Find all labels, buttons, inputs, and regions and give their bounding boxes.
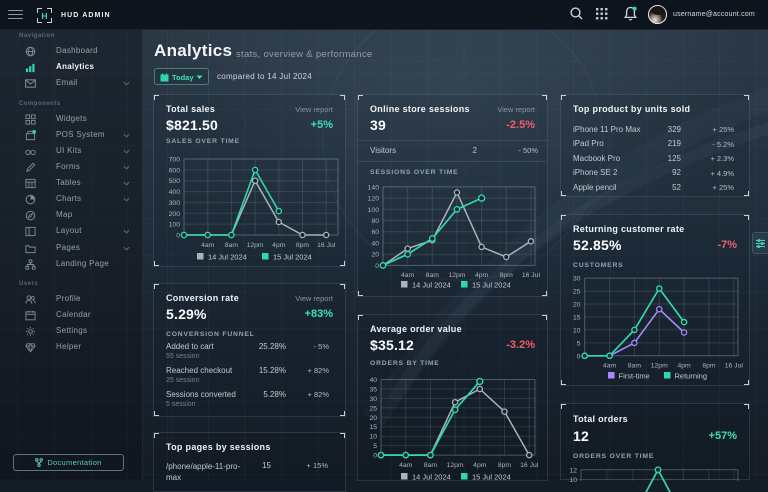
- svg-text:15 Jul 2024: 15 Jul 2024: [273, 253, 312, 262]
- svg-text:16 Jul: 16 Jul: [725, 363, 744, 370]
- svg-text:8pm: 8pm: [702, 363, 716, 370]
- svg-text:10: 10: [369, 434, 377, 441]
- svg-text:4am: 4am: [399, 462, 413, 469]
- svg-text:12pm: 12pm: [247, 242, 264, 249]
- svg-text:4pm: 4pm: [272, 242, 286, 249]
- svg-text:20: 20: [371, 252, 379, 259]
- svg-text:30: 30: [573, 276, 581, 283]
- svg-text:100: 100: [368, 207, 380, 214]
- svg-text:12pm: 12pm: [447, 462, 464, 469]
- svg-text:14 Jul 2024: 14 Jul 2024: [208, 253, 247, 262]
- svg-text:4am: 4am: [201, 242, 215, 249]
- svg-text:700: 700: [169, 157, 181, 164]
- svg-text:12pm: 12pm: [448, 272, 465, 279]
- svg-text:0: 0: [176, 233, 180, 240]
- svg-text:600: 600: [169, 167, 181, 174]
- svg-text:8am: 8am: [424, 462, 438, 469]
- svg-text:300: 300: [169, 200, 181, 207]
- svg-text:100: 100: [169, 222, 181, 229]
- svg-text:200: 200: [169, 211, 181, 218]
- svg-text:8am: 8am: [225, 242, 239, 249]
- svg-text:0: 0: [373, 453, 377, 460]
- svg-text:25: 25: [573, 289, 581, 296]
- svg-text:12pm: 12pm: [651, 363, 668, 370]
- svg-text:0: 0: [577, 353, 581, 360]
- svg-text:12: 12: [569, 467, 577, 474]
- svg-text:Returning: Returning: [675, 372, 708, 381]
- svg-text:15 Jul 2024: 15 Jul 2024: [472, 281, 511, 290]
- svg-text:4pm: 4pm: [677, 363, 691, 370]
- svg-text:15: 15: [369, 424, 377, 431]
- svg-text:30: 30: [369, 396, 377, 403]
- svg-text:16 Jul: 16 Jul: [522, 272, 541, 279]
- svg-text:400: 400: [169, 189, 181, 196]
- svg-text:8pm: 8pm: [500, 272, 514, 279]
- svg-text:8pm: 8pm: [498, 462, 512, 469]
- svg-text:80: 80: [371, 218, 379, 225]
- svg-text:15 Jul 2024: 15 Jul 2024: [472, 473, 511, 482]
- svg-text:20: 20: [369, 415, 377, 422]
- svg-text:4pm: 4pm: [473, 462, 487, 469]
- svg-text:4am: 4am: [401, 272, 415, 279]
- svg-text:120: 120: [368, 196, 380, 203]
- svg-text:16 Jul: 16 Jul: [520, 462, 539, 469]
- svg-text:500: 500: [169, 178, 181, 185]
- svg-text:5: 5: [373, 443, 377, 450]
- svg-text:5: 5: [577, 340, 581, 347]
- svg-text:140: 140: [368, 184, 380, 191]
- svg-text:40: 40: [369, 377, 377, 384]
- svg-text:10: 10: [573, 327, 581, 334]
- svg-text:60: 60: [371, 229, 379, 236]
- svg-text:First-time: First-time: [619, 372, 650, 381]
- svg-text:8am: 8am: [426, 272, 440, 279]
- svg-text:8pm: 8pm: [296, 242, 310, 249]
- svg-text:15: 15: [573, 315, 581, 322]
- svg-text:35: 35: [369, 386, 377, 393]
- svg-text:4am: 4am: [603, 363, 617, 370]
- svg-text:14 Jul 2024: 14 Jul 2024: [412, 281, 451, 290]
- svg-text:40: 40: [371, 240, 379, 247]
- svg-text:14 Jul 2024: 14 Jul 2024: [412, 473, 451, 482]
- svg-text:0: 0: [375, 263, 379, 270]
- svg-text:16 Jul: 16 Jul: [317, 242, 336, 249]
- svg-text:4pm: 4pm: [475, 272, 489, 279]
- svg-text:10: 10: [569, 477, 577, 484]
- svg-text:20: 20: [573, 302, 581, 309]
- svg-text:8am: 8am: [628, 363, 642, 370]
- svg-text:25: 25: [369, 405, 377, 412]
